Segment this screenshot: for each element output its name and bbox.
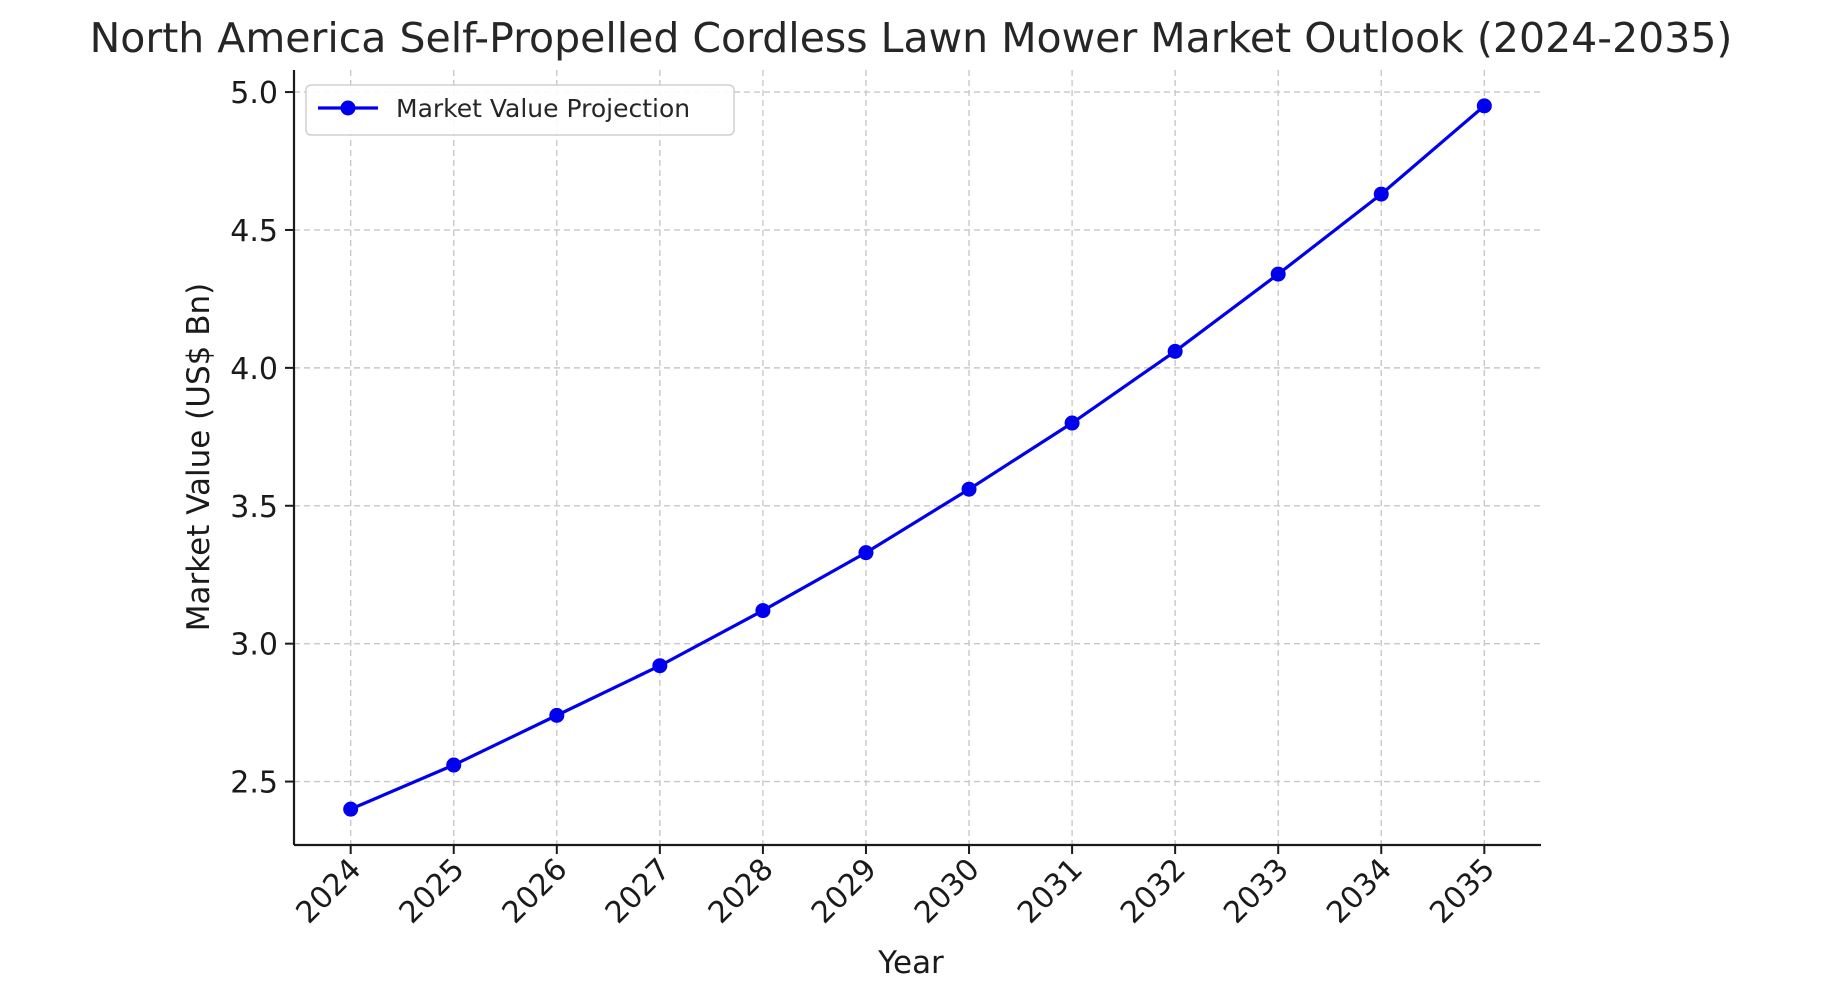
legend-box (305, 84, 735, 136)
data-point (549, 707, 565, 723)
x-tick-label: 2031 (1011, 852, 1090, 931)
x-tick-label: 2033 (1217, 852, 1296, 931)
data-point (755, 603, 771, 619)
grid-layer (294, 70, 1541, 845)
data-point (1476, 98, 1492, 114)
legend-entry-label: Market Value Projection (396, 94, 690, 123)
data-point (1064, 415, 1080, 431)
x-axis-label: Year (877, 945, 944, 981)
y-tick-label: 4.0 (230, 352, 278, 387)
data-point (652, 658, 668, 674)
data-point (343, 801, 359, 817)
axes-layer (292, 70, 1541, 847)
series-layer (343, 98, 1492, 817)
data-point (446, 757, 462, 773)
y-tick-label: 5.0 (230, 76, 278, 111)
y-axis-label: Market Value (US$ Bn) (181, 283, 217, 631)
chart-title: North America Self-Propelled Cordless La… (90, 14, 1733, 62)
x-tick-label: 2029 (805, 852, 884, 931)
x-tick-label: 2030 (908, 852, 987, 931)
data-point (858, 545, 874, 561)
x-tick-label: 2035 (1423, 852, 1502, 931)
y-tick-label: 3.0 (230, 628, 278, 663)
x-tick-label: 2024 (290, 852, 369, 931)
y-tick-label: 2.5 (230, 766, 278, 801)
data-point (1373, 186, 1389, 202)
data-point (1270, 266, 1286, 282)
y-tick-label: 4.5 (230, 214, 278, 249)
data-point (961, 481, 977, 497)
data-point (1167, 343, 1183, 359)
series-line (350, 104, 1486, 811)
x-tick-label: 2027 (599, 852, 678, 931)
x-tick-label: 2026 (496, 852, 575, 931)
legend-marker-swatch (340, 100, 356, 116)
x-tick-label: 2028 (702, 852, 781, 931)
x-tick-label: 2032 (1114, 852, 1193, 931)
legend: Market Value Projection (305, 84, 735, 136)
x-tick-label: 2025 (393, 852, 472, 931)
y-tick-label: 3.5 (230, 490, 278, 525)
x-tick-label: 2034 (1320, 852, 1399, 931)
